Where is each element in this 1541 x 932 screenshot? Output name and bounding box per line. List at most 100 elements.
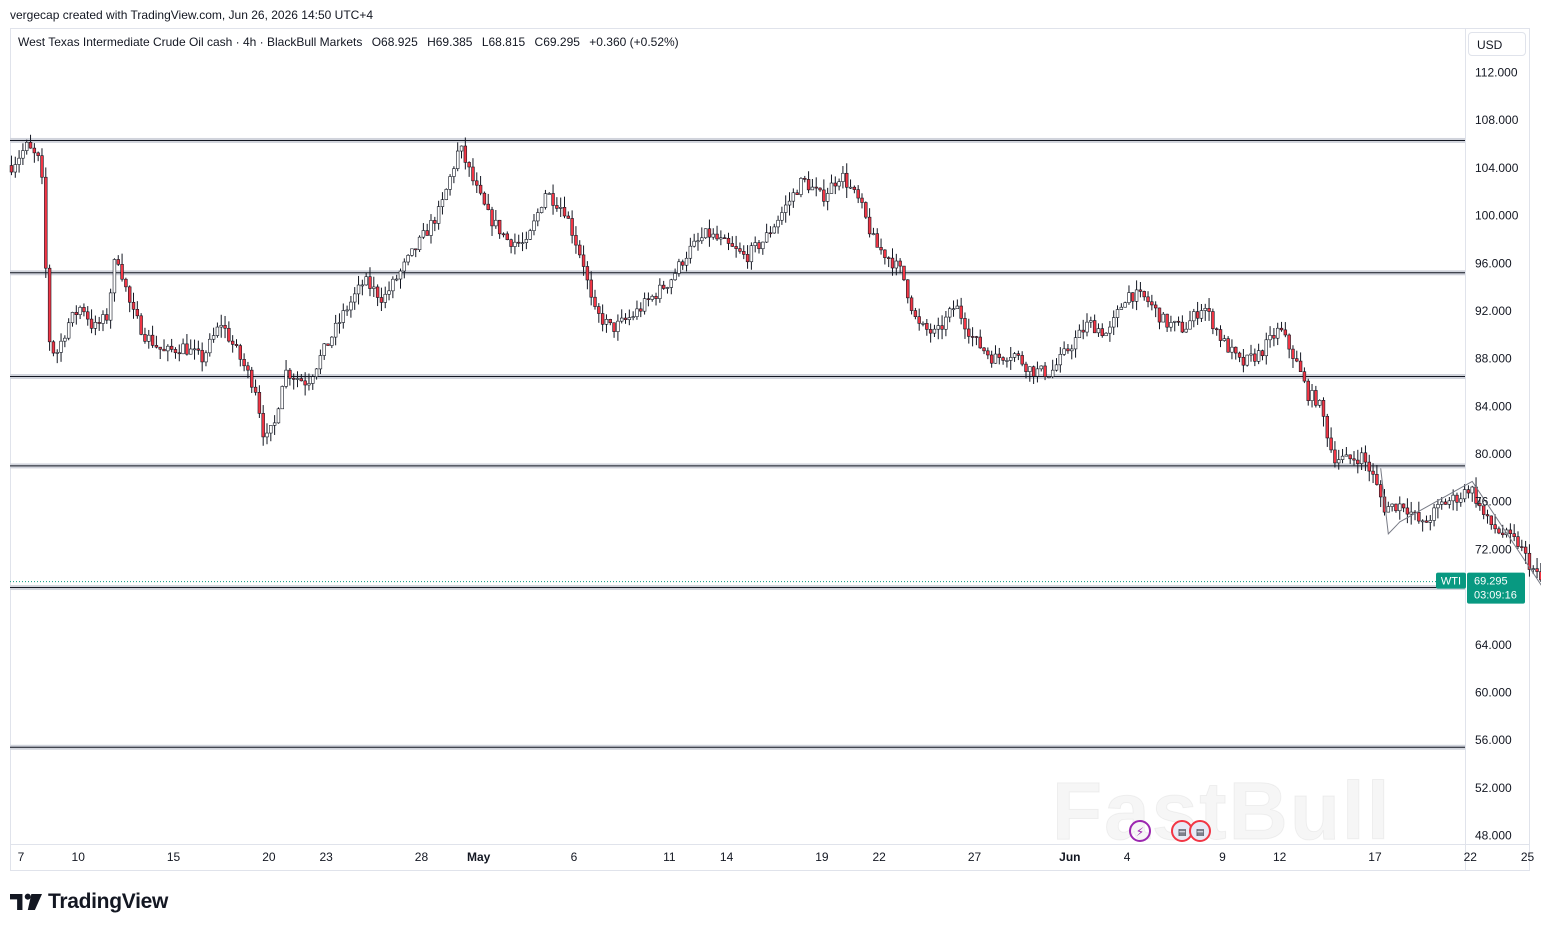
candle-up: [1012, 353, 1017, 358]
candle-up: [1096, 328, 1101, 334]
candle-down: [860, 197, 864, 203]
candle-down: [1234, 346, 1238, 354]
candle-down: [74, 312, 79, 315]
candle-up: [318, 355, 323, 370]
symbol-title[interactable]: West Texas Intermediate Crude Oil cash ·…: [18, 35, 363, 49]
candle-down: [86, 311, 90, 320]
candle-down: [608, 319, 612, 324]
time-axis[interactable]: 71015202328May61114192227Jun4912172225Ju…: [18, 850, 1541, 864]
candle-down: [127, 286, 132, 303]
candle-up: [558, 207, 563, 209]
candle-up: [406, 255, 410, 263]
candle-down: [139, 315, 143, 335]
time-tick-label: 22: [1464, 850, 1478, 864]
candle-up: [189, 348, 193, 355]
time-tick-label: 7: [18, 850, 25, 864]
candle-up: [66, 322, 71, 339]
candle-up: [1340, 455, 1345, 460]
candle-up: [1184, 328, 1188, 333]
candle-down: [585, 266, 590, 281]
candle-down: [1485, 514, 1490, 517]
candle-down: [1367, 461, 1371, 472]
ohlc-close: C69.295: [534, 35, 580, 49]
currency-button[interactable]: USD: [1468, 32, 1526, 56]
candle-up: [383, 293, 387, 303]
candle-up: [753, 242, 757, 246]
candle-down: [379, 297, 384, 303]
candle-up: [1230, 346, 1234, 353]
candle-up: [547, 193, 551, 195]
us-flag-event-icon[interactable]: ▤: [1189, 820, 1211, 842]
candle-down: [730, 243, 735, 247]
time-tick-label: 22: [872, 850, 886, 864]
ohlc-open: O68.925: [371, 35, 418, 49]
candle-down: [925, 323, 929, 330]
candle-up: [1440, 501, 1444, 505]
candle-down: [471, 166, 475, 182]
candle-up: [1390, 503, 1394, 507]
candle-down: [1527, 552, 1532, 570]
candle-up: [1028, 366, 1032, 372]
candle-up: [1268, 335, 1272, 341]
projection-path: [1380, 468, 1541, 586]
candle-up: [341, 310, 345, 323]
candle-up: [1317, 400, 1322, 406]
candle-down: [173, 349, 178, 354]
candle-up: [1459, 498, 1463, 503]
candle-down: [116, 259, 120, 265]
candle-down: [1024, 363, 1028, 372]
candle-down: [1314, 390, 1318, 406]
price-axis[interactable]: 112.000 108.000 104.000 100.000 96.000 92.000…: [1475, 66, 1519, 843]
candle-down: [734, 246, 738, 249]
candle-up: [276, 408, 281, 424]
candle-down: [1031, 366, 1036, 377]
candle-down: [623, 317, 628, 320]
candle-down: [833, 182, 837, 187]
candle-down: [1523, 546, 1528, 554]
candle-up: [1192, 311, 1196, 322]
lightning-event-icon[interactable]: ⚡: [1129, 820, 1151, 842]
candle-down: [1241, 356, 1246, 366]
candle-up: [650, 295, 654, 300]
time-tick-label: 19: [815, 850, 829, 864]
candle-down: [967, 328, 971, 337]
candle-down: [257, 392, 262, 414]
candle-down: [162, 348, 166, 352]
candle-down: [738, 248, 742, 252]
candle-up: [311, 376, 315, 384]
candle-up: [1035, 368, 1040, 377]
chart-frame[interactable]: [10, 28, 1530, 871]
candle-down: [97, 322, 101, 324]
candle-down: [1321, 400, 1326, 417]
candle-down: [661, 284, 666, 289]
candle-down: [105, 314, 109, 321]
candle-up: [192, 348, 197, 351]
candle-up: [620, 317, 624, 322]
time-axis-divider: [10, 844, 1530, 845]
candle-down: [234, 344, 239, 346]
symbol-tag-bg: [1436, 572, 1466, 589]
symbol-legend[interactable]: West Texas Intermediate Crude Oil cash ·…: [18, 35, 685, 49]
candle-up: [398, 270, 403, 280]
candle-up: [761, 241, 765, 250]
tradingview-logo[interactable]: TradingView: [10, 890, 168, 914]
candle-up: [665, 287, 670, 289]
candle-up: [181, 343, 185, 355]
candle-down: [646, 298, 651, 300]
candle-up: [108, 292, 113, 321]
candle-up: [1047, 376, 1051, 378]
candle-up: [841, 172, 845, 182]
candle-up: [1173, 320, 1177, 323]
candle-up: [1203, 308, 1207, 311]
candle-up: [1161, 313, 1165, 323]
candle-down: [1493, 524, 1497, 530]
candle-down: [261, 413, 265, 438]
candle-up: [356, 284, 361, 295]
candle-up: [101, 314, 105, 324]
price-tick-label: 48.000: [1475, 829, 1512, 843]
candle-up: [1070, 348, 1074, 352]
candle-down: [822, 189, 826, 202]
candle-up: [402, 261, 407, 272]
candle-up: [749, 245, 754, 263]
